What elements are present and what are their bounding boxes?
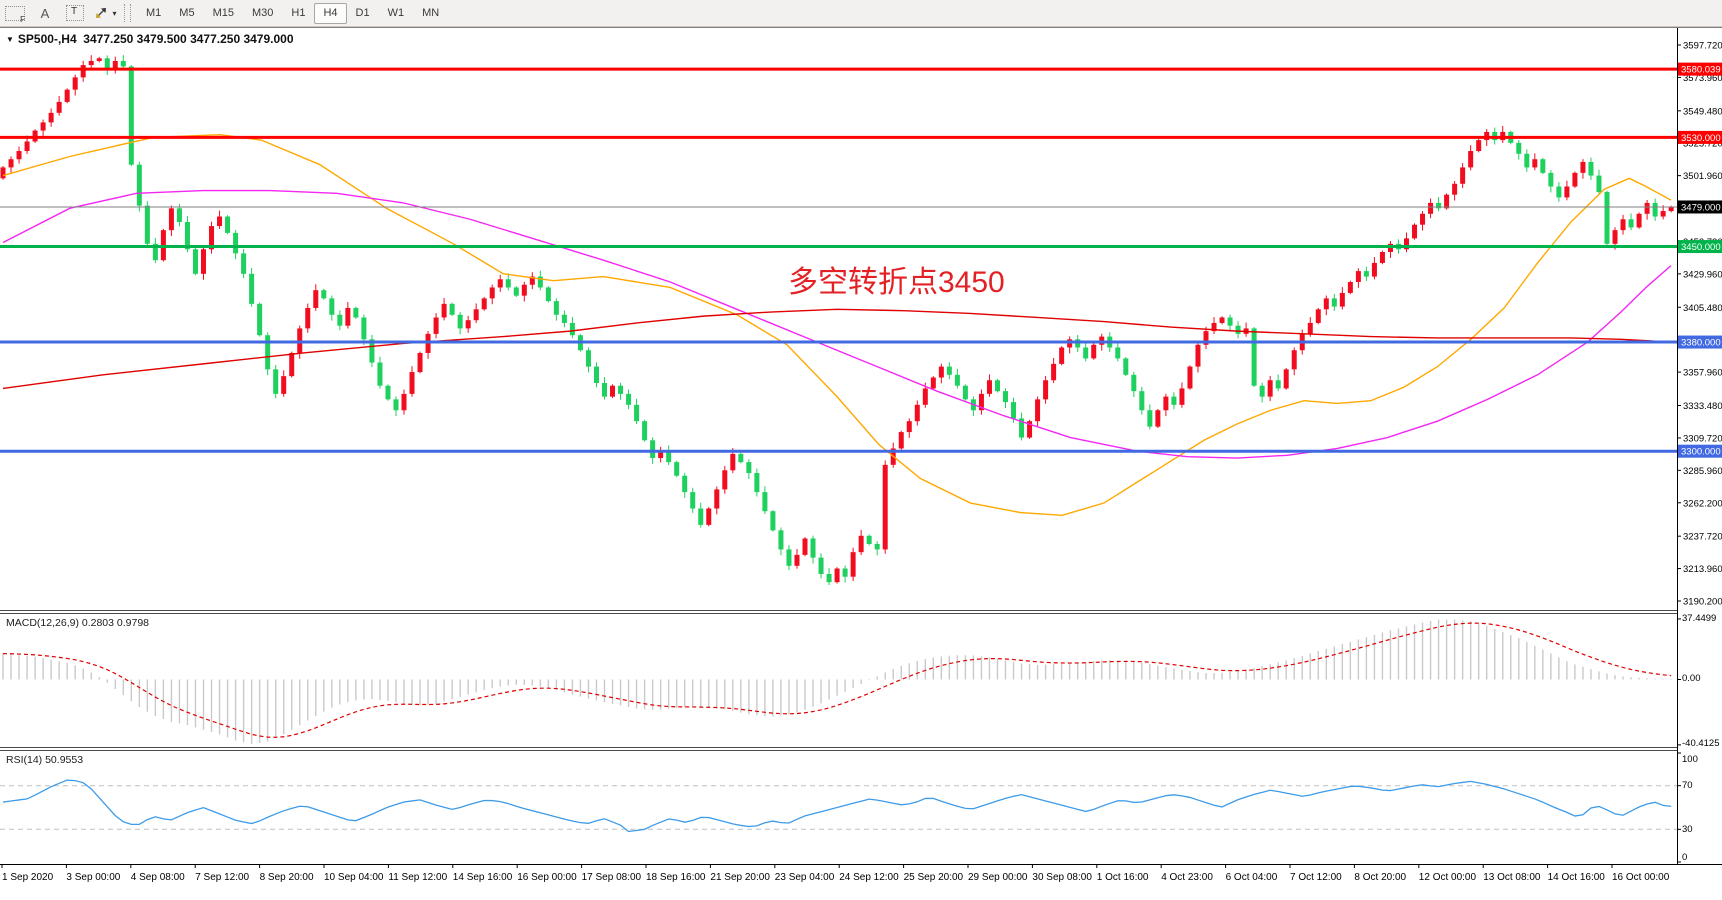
chart-text-annotation: 多空转折点3450 [788, 266, 1005, 299]
chart-symbol-label: SP500-,H4 [17, 32, 77, 46]
svg-text:21 Sep 20:00: 21 Sep 20:00 [710, 872, 770, 883]
text-label-letter: T [71, 6, 78, 17]
svg-text:29 Sep 00:00: 29 Sep 00:00 [968, 872, 1028, 883]
svg-text:18 Sep 16:00: 18 Sep 16:00 [646, 872, 706, 883]
cursor-arrows-tool-icon[interactable]: ▾ [93, 2, 117, 24]
rsi-axis-100-label: 100 [1682, 754, 1698, 765]
svg-text:14 Oct 16:00: 14 Oct 16:00 [1548, 872, 1606, 883]
svg-text:3262.200: 3262.200 [1683, 498, 1722, 509]
rsi-axis-70-label: 70 [1682, 780, 1693, 791]
svg-text:11 Sep 12:00: 11 Sep 12:00 [388, 872, 447, 883]
collapse-triangle-icon: ▼ [6, 35, 14, 44]
svg-text:3405.480: 3405.480 [1683, 303, 1722, 314]
svg-text:3357.960: 3357.960 [1683, 368, 1722, 379]
tf-button-d1[interactable]: D1 [355, 6, 370, 19]
tf-button-m1[interactable]: M1 [146, 6, 162, 19]
macd-axis-min-label: -40.4125 [1682, 738, 1720, 749]
svg-text:17 Sep 08:00: 17 Sep 08:00 [582, 872, 642, 883]
svg-text:13 Oct 08:00: 13 Oct 08:00 [1483, 872, 1541, 883]
fib-grid-tool-icon[interactable]: F [3, 2, 27, 24]
svg-text:14 Sep 16:00: 14 Sep 16:00 [453, 872, 513, 883]
svg-text:6 Oct 04:00: 6 Oct 04:00 [1226, 872, 1278, 883]
svg-text:3597.720: 3597.720 [1683, 41, 1722, 52]
svg-text:8 Sep 20:00: 8 Sep 20:00 [260, 872, 314, 883]
svg-text:3429.960: 3429.960 [1683, 269, 1722, 280]
chart-title: ▼ SP500-,H4 3477.250 3479.500 3477.250 34… [6, 32, 294, 46]
svg-text:24 Sep 12:00: 24 Sep 12:00 [839, 872, 899, 883]
svg-text:3213.960: 3213.960 [1683, 564, 1722, 575]
svg-text:3580.039: 3580.039 [1681, 65, 1721, 76]
tf-button-m5[interactable]: M5 [179, 6, 195, 19]
svg-text:3300.000: 3300.000 [1681, 447, 1721, 458]
svg-text:12 Oct 00:00: 12 Oct 00:00 [1419, 872, 1477, 883]
toolbar: F A T ▾ M1 M5 M15 M30 H1 H4 D1 W1 MN [0, 0, 1722, 27]
svg-text:1 Sep 2020: 1 Sep 2020 [2, 872, 54, 883]
svg-text:16 Oct 00:00: 16 Oct 00:00 [1612, 872, 1670, 883]
macd-axis-zero-label: 0.00 [1682, 673, 1701, 684]
tf-button-m15[interactable]: M15 [212, 6, 234, 19]
svg-text:3309.720: 3309.720 [1683, 433, 1722, 444]
svg-text:3333.480: 3333.480 [1683, 401, 1722, 412]
svg-text:1 Oct 16:00: 1 Oct 16:00 [1097, 872, 1149, 883]
svg-text:23 Sep 04:00: 23 Sep 04:00 [775, 872, 835, 883]
text-label-tool-icon[interactable]: T [63, 2, 87, 24]
tf-button-m30[interactable]: M30 [251, 6, 274, 19]
svg-text:3190.200: 3190.200 [1683, 596, 1722, 607]
svg-text:4 Oct 23:00: 4 Oct 23:00 [1161, 872, 1213, 883]
chart-area[interactable]: 3597.720 3573.960 3549.480 3525.720 3501.960… [0, 27, 1722, 895]
price-levels-layer [0, 67, 1677, 453]
svg-text:25 Sep 20:00: 25 Sep 20:00 [904, 872, 964, 883]
svg-text:30 Sep 08:00: 30 Sep 08:00 [1032, 872, 1092, 883]
svg-text:8 Oct 20:00: 8 Oct 20:00 [1354, 872, 1406, 883]
rsi-layer [0, 779, 1677, 833]
macd-axis-max-label: 37.4499 [1682, 613, 1717, 624]
tf-button-h4[interactable]: H4 [314, 2, 347, 24]
svg-text:3285.960: 3285.960 [1683, 466, 1722, 477]
tf-button-mn[interactable]: MN [422, 6, 440, 19]
rsi-axis-30-label: 30 [1682, 824, 1693, 835]
svg-text:3501.960: 3501.960 [1683, 171, 1722, 182]
tf-button-h1[interactable]: H1 [291, 6, 306, 19]
svg-text:3479.000: 3479.000 [1681, 202, 1721, 213]
text-tool-icon[interactable]: A [33, 2, 57, 24]
rsi-indicator-label: RSI(14) 50.9553 [6, 754, 84, 766]
svg-text:16 Sep 00:00: 16 Sep 00:00 [517, 872, 577, 883]
toolbar-grip[interactable] [124, 4, 131, 22]
time-axis: 1 Sep 2020 3 Sep 00:00 4 Sep 08:00 7 Sep 12… [0, 864, 1722, 895]
svg-text:3530.000: 3530.000 [1681, 133, 1721, 144]
chart-ohlc-label: 3477.250 3479.500 3477.250 3479.000 [83, 32, 294, 46]
svg-text:3 Sep 00:00: 3 Sep 00:00 [66, 872, 120, 883]
svg-text:3380.000: 3380.000 [1681, 338, 1721, 349]
svg-text:3549.480: 3549.480 [1683, 106, 1722, 117]
text-label-box-icon: T [66, 5, 84, 21]
rsi-axis-0-label: 0 [1682, 852, 1688, 863]
svg-text:3573.960: 3573.960 [1683, 73, 1722, 84]
chevron-down-icon: ▾ [112, 8, 117, 18]
svg-text:3237.720: 3237.720 [1683, 532, 1722, 543]
fib-grid-box-icon: F [5, 5, 25, 24]
svg-text:3525.720: 3525.720 [1683, 139, 1722, 150]
chart-canvas: 3597.720 3573.960 3549.480 3525.720 3501.960… [0, 28, 1722, 895]
moving-averages-layer [2, 133, 1672, 517]
svg-text:7 Sep 12:00: 7 Sep 12:00 [195, 872, 249, 883]
macd-indicator-label: MACD(12,26,9) 0.2803 0.9798 [6, 617, 150, 629]
svg-text:10 Sep 04:00: 10 Sep 04:00 [324, 872, 384, 883]
fib-grid-letter: F [20, 14, 25, 24]
text-tool-letter: A [40, 5, 50, 21]
svg-text:4 Sep 08:00: 4 Sep 08:00 [131, 872, 185, 883]
macd-layer [2, 619, 1672, 744]
svg-text:7 Oct 12:00: 7 Oct 12:00 [1290, 872, 1342, 883]
price-axis: 3597.720 3573.960 3549.480 3525.720 3501.960… [1677, 28, 1722, 864]
tf-button-w1[interactable]: W1 [387, 6, 405, 19]
diagonal-arrows-icon [96, 8, 107, 18]
panel-separators [0, 610, 1722, 751]
svg-text:3450.000: 3450.000 [1681, 242, 1721, 253]
